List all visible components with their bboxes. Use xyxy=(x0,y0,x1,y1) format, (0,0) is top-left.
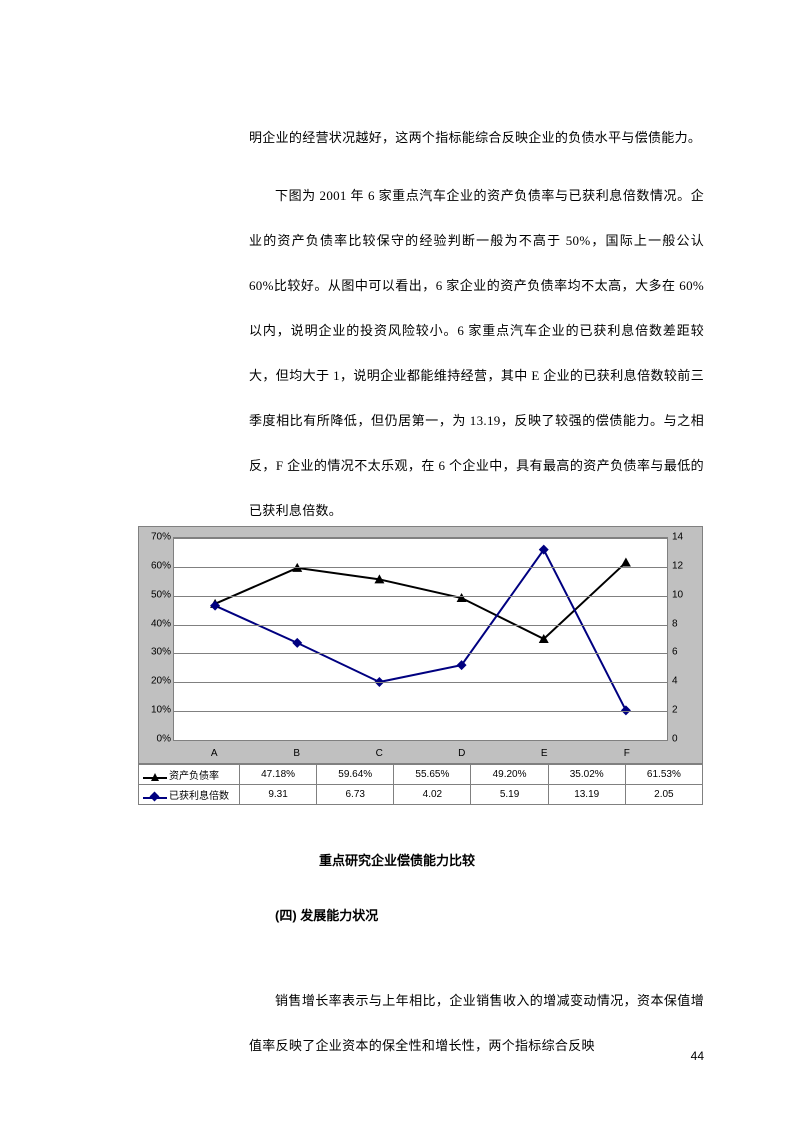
grid-line xyxy=(174,711,667,712)
table-cell: 59.64% xyxy=(317,765,394,785)
y-right-tick: 6 xyxy=(672,647,690,658)
grid-line xyxy=(174,567,667,568)
series-line-debt-ratio xyxy=(215,562,626,639)
y-right-tick: 4 xyxy=(672,676,690,687)
y-right-tick: 14 xyxy=(672,532,690,543)
table-cell: 13.19 xyxy=(548,785,625,805)
y-left-tick: 50% xyxy=(147,589,171,600)
grid-line xyxy=(174,596,667,597)
y-left-tick: 0% xyxy=(147,734,171,745)
y-left-tick: 60% xyxy=(147,560,171,571)
chart-caption: 重点研究企业偿债能力比较 xyxy=(0,850,794,869)
body-paragraph-1: 明企业的经营状况越好，这两个指标能综合反映企业的负债水平与偿债能力。 xyxy=(249,115,704,160)
y-left-tick: 20% xyxy=(147,676,171,687)
chart-plot-inner xyxy=(173,537,668,741)
table-cell: 4.02 xyxy=(394,785,471,805)
chart-data-table: ABCDEF资产负债率47.18%59.64%55.65%49.20%35.02… xyxy=(138,764,703,805)
table-row-series-1: 资产负债率47.18%59.64%55.65%49.20%35.02%61.53… xyxy=(139,765,703,785)
table-cell: 49.20% xyxy=(471,765,548,785)
x-tick: B xyxy=(293,748,300,759)
x-tick: C xyxy=(376,748,383,759)
grid-line xyxy=(174,682,667,683)
x-tick: D xyxy=(458,748,465,759)
table-row-header: 已获利息倍数 xyxy=(139,785,240,805)
y-right-tick: 12 xyxy=(672,560,690,571)
table-cell: 5.19 xyxy=(471,785,548,805)
table-row-series-2: 已获利息倍数9.316.734.025.1913.192.05 xyxy=(139,785,703,805)
y-right-tick: 10 xyxy=(672,589,690,600)
table-row-header: 资产负债率 xyxy=(139,765,240,785)
section-heading-4: (四) 发展能力状况 xyxy=(275,905,378,924)
table-cell: 61.53% xyxy=(625,765,702,785)
x-tick: A xyxy=(211,748,218,759)
grid-line xyxy=(174,625,667,626)
table-cell: 35.02% xyxy=(548,765,625,785)
y-left-tick: 10% xyxy=(147,705,171,716)
grid-line xyxy=(174,653,667,654)
series-line-interest-coverage xyxy=(215,550,626,711)
y-left-tick: 30% xyxy=(147,647,171,658)
y-right-tick: 2 xyxy=(672,705,690,716)
table-cell: 6.73 xyxy=(317,785,394,805)
y-left-tick: 40% xyxy=(147,618,171,629)
page-number: 44 xyxy=(691,1049,704,1063)
chart-plot-area: 0% 10% 20% 30% 40% 50% 60% 70% 0 2 4 6 8 10 12 14 A B C D E F xyxy=(138,526,703,764)
y-right-tick: 8 xyxy=(672,618,690,629)
body-paragraph-2: 下图为 2001 年 6 家重点汽车企业的资产负债率与已获利息倍数情况。企业的资… xyxy=(249,173,704,533)
x-tick: E xyxy=(541,748,548,759)
marker-triangle xyxy=(621,557,631,566)
x-tick: F xyxy=(624,748,630,759)
grid-line xyxy=(174,538,667,539)
table-cell: 55.65% xyxy=(394,765,471,785)
table-cell: 9.31 xyxy=(240,785,317,805)
y-left-tick: 70% xyxy=(147,532,171,543)
marker-diamond xyxy=(292,638,302,648)
body-paragraph-3: 销售增长率表示与上年相比，企业销售收入的增减变动情况，资本保值增值率反映了企业资… xyxy=(249,978,704,1068)
chart-series-svg xyxy=(174,538,667,740)
table-cell: 2.05 xyxy=(625,785,702,805)
y-right-tick: 0 xyxy=(672,734,690,745)
chart-container: 0%10%20%30%40%50%60%70%02468101214ABCDEF… xyxy=(138,526,703,805)
table-cell: 47.18% xyxy=(240,765,317,785)
